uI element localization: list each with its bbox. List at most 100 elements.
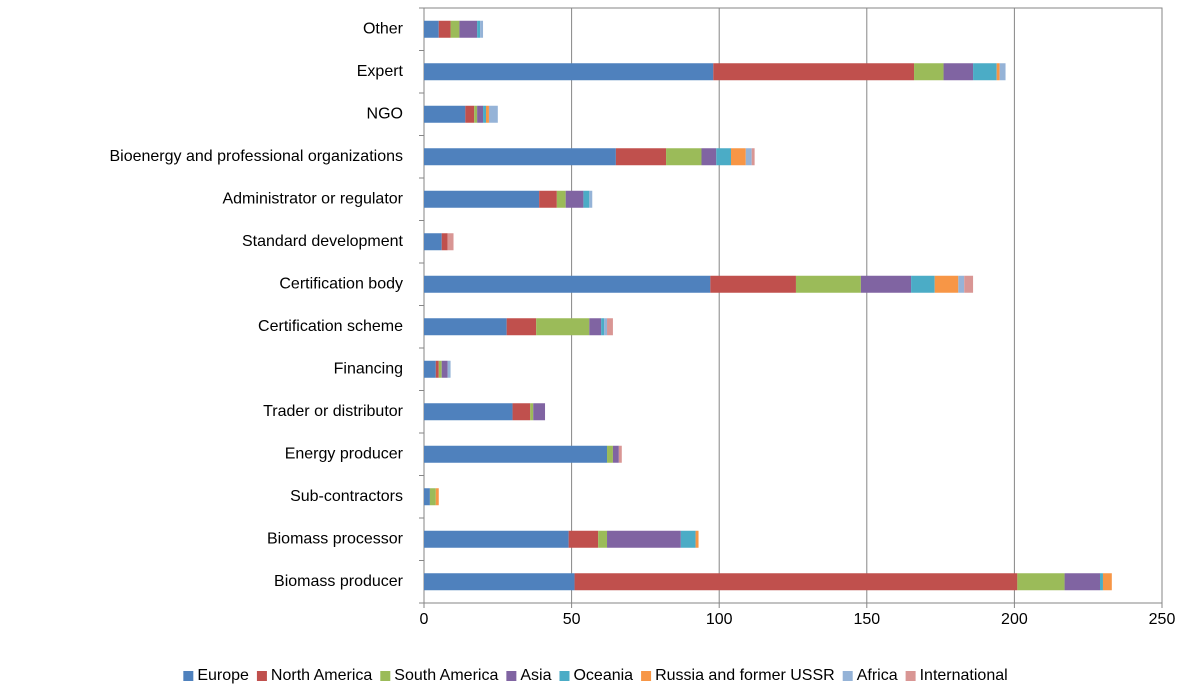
bar-segment [424, 105, 466, 123]
bar-segment [618, 445, 622, 463]
bar-segment [589, 318, 602, 336]
bar-segment [424, 190, 540, 208]
bar-segment [512, 403, 531, 421]
bar-segment [465, 105, 475, 123]
legend-label: Oceania [573, 667, 633, 684]
bar-segment [612, 445, 619, 463]
bar-segment [424, 148, 616, 166]
bar-segment [604, 318, 608, 336]
bar-segment [556, 190, 566, 208]
bar-segment [583, 190, 590, 208]
x-tick-label: 0 [420, 611, 429, 628]
bar-segment [607, 530, 681, 548]
bar-segment [943, 63, 974, 81]
bar-segment [973, 63, 997, 81]
bar-segment [1064, 573, 1101, 591]
legend-swatch [506, 671, 517, 681]
legend-swatch [256, 671, 267, 681]
bar-segment [506, 318, 537, 336]
bar-segment [745, 148, 752, 166]
legend-swatch [905, 671, 916, 681]
bar-segment [435, 488, 439, 506]
legend-swatch [380, 671, 391, 681]
bar-segment [477, 20, 481, 38]
bar-segment [860, 275, 912, 293]
bar-segment [701, 148, 717, 166]
y-tick-label: Financing [334, 360, 403, 377]
bar-segment [447, 233, 454, 251]
y-tick-label: Bioenergy and professional organizations [109, 148, 403, 165]
bar-segment [536, 318, 590, 336]
bar-segment [751, 148, 755, 166]
bar-segment [424, 318, 507, 336]
legend-label: North America [271, 667, 372, 684]
bar-segment [424, 233, 442, 251]
y-tick-label: Certification scheme [258, 318, 403, 335]
bar-segment [488, 105, 498, 123]
bar-segment [795, 275, 861, 293]
y-tick-label: Expert [357, 63, 404, 80]
bar-segment [424, 573, 575, 591]
bar-segment [1102, 573, 1112, 591]
y-tick-label: NGO [367, 105, 403, 122]
bar-segment [424, 445, 608, 463]
x-tick-label: 50 [563, 611, 581, 628]
bar-segment [447, 360, 451, 378]
bar-segment [483, 105, 486, 123]
y-tick-label: Standard development [242, 233, 404, 250]
bar-segment [424, 360, 436, 378]
bar-segment [477, 105, 484, 123]
bar-segment [533, 403, 546, 421]
bar-segment [438, 20, 451, 38]
bar-segment [1100, 573, 1103, 591]
y-tick-label: Biomass producer [274, 573, 404, 590]
bar-segment [964, 275, 974, 293]
bar-segment [480, 20, 484, 38]
x-tick-label: 100 [706, 611, 733, 628]
x-tick-label: 200 [1001, 611, 1028, 628]
bar-segment [999, 63, 1006, 81]
bar-segment [565, 190, 584, 208]
bar-segment [424, 20, 439, 38]
x-tick-label: 250 [1149, 611, 1176, 628]
bar-segment [1017, 573, 1065, 591]
bar-segment [589, 190, 593, 208]
bar-segment [710, 275, 796, 293]
bar-segment [530, 403, 534, 421]
bar-segment [459, 20, 478, 38]
bar-segment [539, 190, 557, 208]
legend-swatch [842, 671, 853, 681]
bar-segment [934, 275, 959, 293]
y-tick-label: Certification body [279, 275, 403, 292]
bar-segment [429, 488, 436, 506]
legend-label: International [920, 667, 1008, 684]
bar-segment [441, 360, 448, 378]
y-tick-label: Administrator or regulator [222, 190, 403, 207]
bar-segment [574, 573, 1018, 591]
bar-segment [424, 403, 513, 421]
bar-segment [601, 318, 605, 336]
legend-swatch [183, 671, 194, 681]
bar-segment [713, 63, 915, 81]
bar-segment [450, 20, 460, 38]
bar-segment [666, 148, 702, 166]
bar-segment [441, 233, 448, 251]
legend-swatch [559, 671, 570, 681]
legend-label: Asia [520, 667, 551, 684]
bar-segment [485, 105, 489, 123]
bar-segment [731, 148, 746, 166]
y-tick-label: Energy producer [285, 445, 404, 462]
bar-segment [958, 275, 965, 293]
legend-label: South America [394, 667, 498, 684]
bar-segment [424, 63, 714, 81]
bar-segment [424, 488, 430, 506]
y-tick-label: Biomass processor [267, 530, 404, 547]
bar-segment [716, 148, 732, 166]
y-tick-label: Sub-contractors [290, 488, 403, 505]
bar-segment [607, 445, 613, 463]
bar-segment [607, 318, 613, 336]
bar-segment [598, 530, 608, 548]
bar-segment [435, 360, 439, 378]
